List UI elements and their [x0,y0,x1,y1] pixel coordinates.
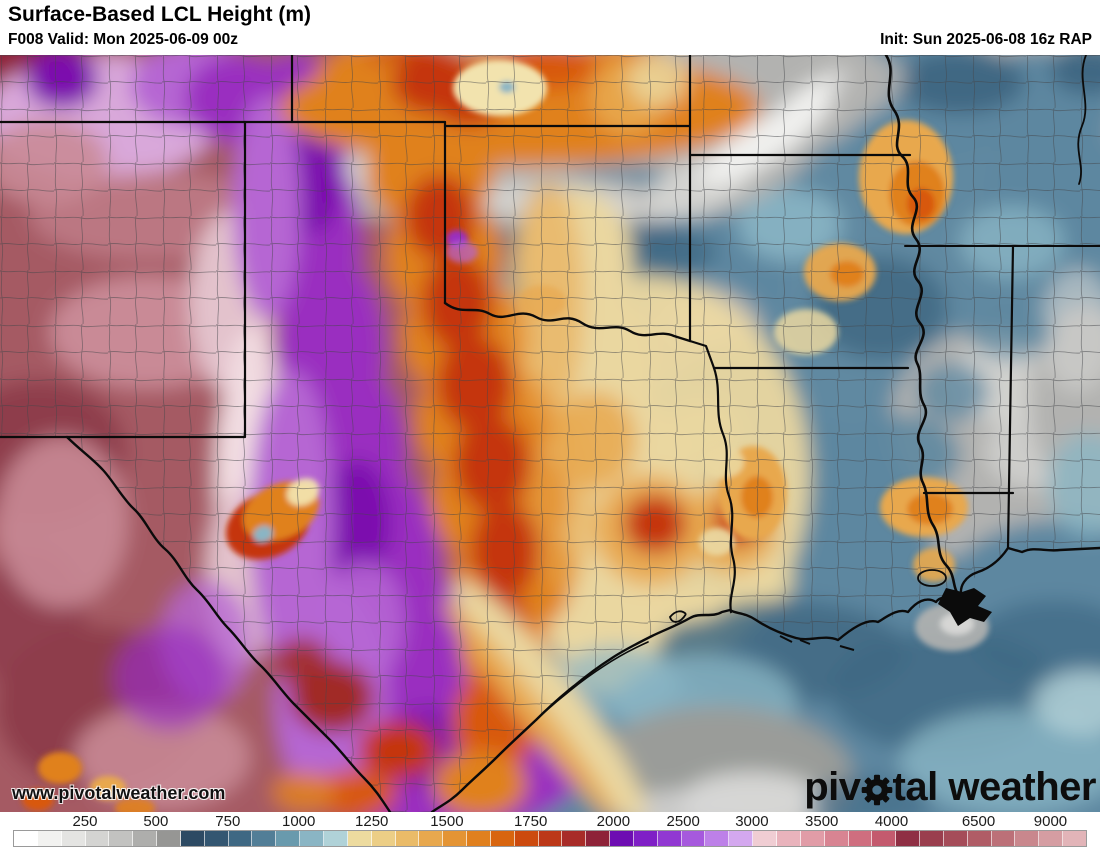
page-title: Surface-Based LCL Height (m) [8,3,311,26]
colorbar-tick: 500 [143,813,169,830]
louisiana-marsh [779,635,855,651]
colorbar-cell [467,831,491,846]
colorbar-cell [157,831,181,846]
lcl-height-field-map [0,55,1100,812]
colorbar-tick: 1750 [513,813,548,830]
colorbar-cell [1063,831,1086,846]
colorbar-cell [180,831,205,846]
logo-text-right: tal weather [892,765,1097,809]
colorbar-tick: 2500 [666,813,700,830]
lake-pontchartrain [917,569,947,587]
colorbar-tick: 2000 [596,813,631,830]
colorbar-tick: 3500 [805,813,839,830]
colorbar-tick: 1250 [355,813,389,830]
colorbar-cell [896,831,921,846]
watermark-url: www.pivotalweather.com [12,783,226,803]
colorbar-cell [300,831,324,846]
colorbar-cell [562,831,587,846]
colorbar-cell [204,831,229,846]
colorbar-cell [1015,831,1040,846]
colorbar-cell [109,831,134,846]
colorbar-cell [1039,831,1064,846]
colorbar-cell [848,831,873,846]
colorbar-cell [443,831,468,846]
colorbar-cell [824,831,849,846]
colorbar-cell [371,831,396,846]
colorbar-cell [657,831,682,846]
colorbar-tick: 4000 [874,813,909,830]
logo-text-left: piv [804,765,861,809]
colorbar-cell [586,831,611,846]
header: Surface-Based LCL Height (m) F008 Valid:… [0,0,1100,55]
colorbar-cell [37,831,62,846]
colorbar-tick: 1500 [430,813,464,830]
pivotal-weather-logo: piv [804,765,1096,810]
colorbar-cell [943,831,968,846]
init-time-label: Init: Sun 2025-06-08 16z RAP [880,31,1092,48]
colorbar-cell [228,831,253,846]
colorbar-tick: 3000 [735,813,769,830]
colorbar-cell [133,831,158,846]
colorbar-cell [729,831,754,846]
colorbar-cell [920,831,944,846]
colorbar-cell [991,831,1016,846]
colorbar-tick-labels: 250 500 750 1000 1250 1500 1750 2000 2500 3000 350… [13,812,1087,830]
colorbar-cell [705,831,730,846]
water-features-layer [669,569,992,651]
color-scale-legend: 250 500 750 1000 1250 1500 1750 2000 2500 3000 350… [0,812,1100,850]
mississippi-delta [938,588,992,626]
colorbar [13,830,1087,847]
colorbar-cell [276,831,301,846]
colorbar-cell [323,831,348,846]
colorbar-cell [753,831,777,846]
colorbar-tick: 250 [72,813,98,830]
colorbar-tick: 6500 [961,813,996,830]
colorbar-cell [347,831,372,846]
galveston-bay [669,610,687,623]
colorbar-cell [610,831,634,846]
colorbar-cell [395,831,420,846]
colorbar-tick: 1000 [281,813,316,830]
colorbar-cell [61,831,86,846]
colorbar-cell [967,831,992,846]
colorbar-cell [872,831,897,846]
colorbar-cell [419,831,444,846]
colorbar-cell [252,831,277,846]
colorbar-tick: 9000 [1033,813,1068,830]
colorbar-cell [538,831,563,846]
gear-icon [860,773,894,807]
valid-time-label: F008 Valid: Mon 2025-06-09 00z [8,31,239,48]
colorbar-cell [777,831,801,846]
colorbar-cell [681,831,706,846]
colorbar-cell [85,831,110,846]
forecast-map: www.pivotalweather.com piv [0,55,1100,812]
colorbar-tick: 750 [215,813,241,830]
colorbar-cell [633,831,658,846]
colorbar-cell [514,831,539,846]
colorbar-cell [14,831,38,846]
colorbar-cell [800,831,825,846]
colorbar-cell [490,831,515,846]
